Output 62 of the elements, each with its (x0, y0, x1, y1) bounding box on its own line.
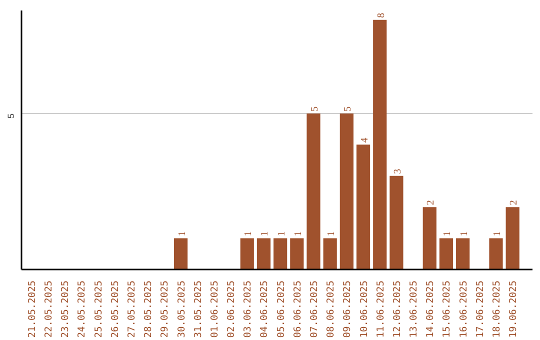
data-label: 3 (392, 168, 404, 174)
bar (456, 238, 470, 270)
bar (290, 238, 304, 270)
data-label: 1 (276, 231, 288, 236)
x-tick-label: 07.06.2025 (309, 280, 320, 338)
bar (274, 238, 288, 270)
x-tick-label: 23.05.2025 (60, 280, 72, 338)
data-label: 5 (310, 106, 320, 112)
data-label: 1 (292, 231, 304, 236)
bar (356, 144, 370, 270)
bar (340, 113, 354, 270)
bar (489, 238, 503, 270)
x-tick-label: 30.05.2025 (176, 280, 188, 338)
data-label: 1 (458, 231, 470, 236)
data-label: 5 (342, 106, 354, 112)
data-label: 2 (508, 200, 520, 206)
x-tick-label: 28.05.2025 (143, 280, 154, 338)
bar (439, 238, 454, 270)
data-label: 1 (176, 231, 188, 236)
x-tick-label: 01.06.2025 (209, 280, 220, 338)
x-tick-label: 06.06.2025 (292, 280, 304, 338)
data-label: 1 (243, 231, 254, 236)
x-tick-label: 31.05.2025 (192, 280, 204, 338)
data-label: 1 (326, 231, 338, 236)
x-tick-label: 25.05.2025 (93, 280, 104, 338)
bar (306, 113, 320, 270)
x-tick-label: 12.06.2025 (392, 280, 403, 338)
bar (390, 176, 404, 270)
x-tick-label: 27.05.2025 (126, 280, 138, 338)
x-tick-label: 24.05.2025 (76, 280, 88, 338)
x-tick-label: 21.05.2025 (26, 280, 38, 338)
x-tick-label: 02.06.2025 (226, 280, 238, 338)
x-tick-label: 19.06.2025 (508, 280, 520, 338)
x-tick-label: 10.06.2025 (358, 280, 370, 338)
x-tick-label: 15.06.2025 (442, 280, 453, 338)
x-tick-label: 17.06.2025 (474, 280, 486, 338)
x-tick-label: 13.06.2025 (408, 280, 420, 338)
x-tick-label: 09.06.2025 (342, 280, 354, 338)
data-label: 2 (426, 200, 437, 206)
x-tick-label: 22.05.2025 (44, 280, 55, 338)
x-tick-label: 26.05.2025 (110, 280, 121, 338)
bar (256, 238, 271, 270)
x-tick-label: 04.06.2025 (259, 280, 270, 338)
bar (422, 207, 436, 270)
bar (323, 238, 337, 270)
x-tick-label: 11.06.2025 (375, 280, 386, 338)
bar (174, 238, 188, 270)
x-tick-label: 16.06.2025 (458, 280, 470, 338)
data-label: 1 (492, 231, 503, 236)
x-tick-label: 03.06.2025 (242, 280, 254, 338)
x-tick-label: 05.06.2025 (276, 280, 287, 338)
bar (506, 207, 520, 270)
bar (240, 238, 254, 270)
data-label: 8 (376, 12, 387, 18)
x-tick-label: 29.05.2025 (160, 280, 171, 338)
x-tick-label: 08.06.2025 (326, 280, 337, 338)
x-tick-label: 14.06.2025 (425, 280, 436, 338)
bar (373, 20, 387, 270)
data-label: 1 (260, 231, 271, 236)
x-tick-label: 18.06.2025 (492, 280, 502, 338)
data-label: 1 (442, 231, 454, 236)
data-label: 4 (359, 138, 370, 143)
